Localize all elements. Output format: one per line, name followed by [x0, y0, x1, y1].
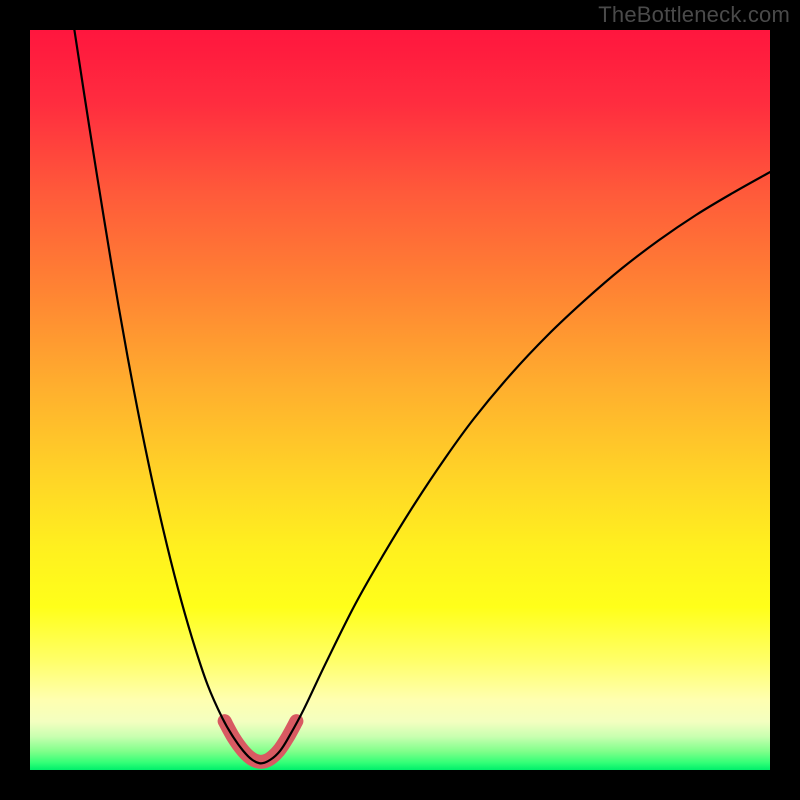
- chart-stage: TheBottleneck.com: [0, 0, 800, 800]
- gradient-background: [30, 30, 770, 770]
- watermark-text: TheBottleneck.com: [598, 2, 790, 28]
- bottleneck-chart: [0, 0, 800, 800]
